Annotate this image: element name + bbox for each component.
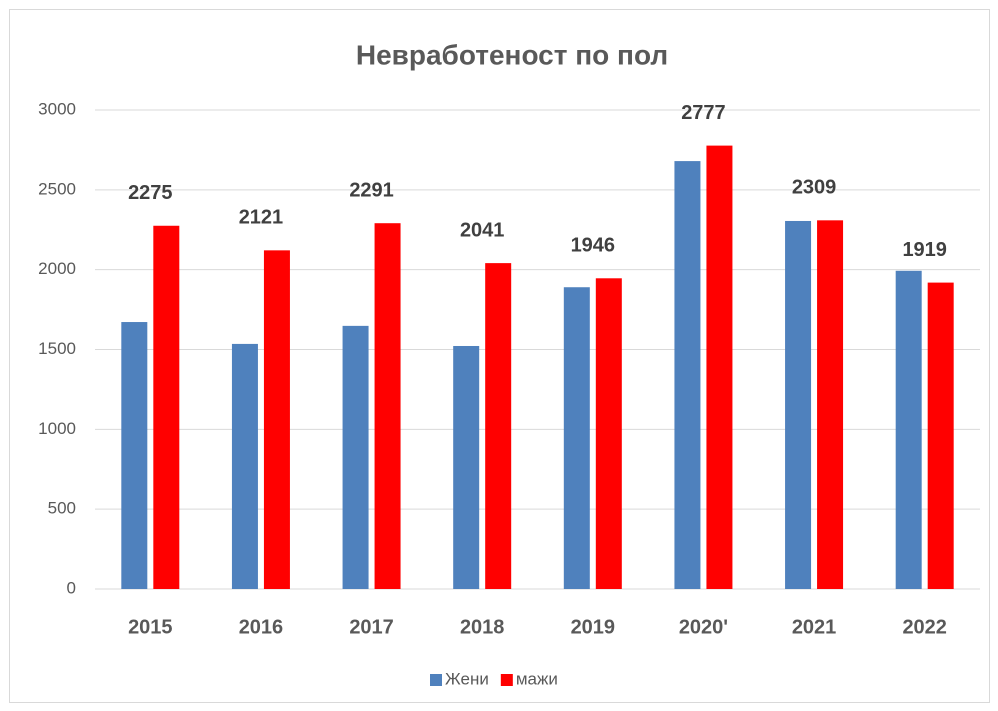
data-label: 2275 (128, 182, 173, 204)
bar (231, 343, 258, 589)
y-tick-label: 3000 (38, 99, 76, 118)
x-tick-label: 2021 (792, 616, 837, 638)
y-tick-label: 500 (48, 499, 76, 518)
bar (927, 282, 954, 589)
bar (595, 278, 622, 589)
y-tick-label: 2500 (38, 179, 76, 198)
data-label: 2309 (792, 177, 837, 199)
legend-label: Жени (445, 669, 489, 688)
data-label: 1946 (571, 235, 616, 257)
x-tick-label: 2018 (460, 616, 505, 638)
data-label: 2041 (460, 219, 505, 241)
bar (817, 220, 844, 590)
bar (263, 250, 290, 590)
x-tick-label: 2016 (239, 616, 284, 638)
legend-label: мажи (516, 669, 558, 688)
y-tick-label: 2000 (38, 259, 76, 278)
bar (342, 325, 369, 589)
x-tick-label: 2017 (349, 616, 394, 638)
y-tick-label: 0 (67, 578, 76, 597)
bar (785, 220, 812, 590)
bar (563, 287, 590, 589)
x-tick-label: 2020' (679, 616, 728, 638)
x-tick-label: 2015 (128, 616, 173, 638)
legend-swatch (500, 674, 513, 686)
data-label: 2777 (681, 102, 726, 124)
x-tick-label: 2022 (902, 616, 947, 638)
bar (706, 145, 733, 590)
bar (121, 322, 148, 589)
bar (153, 225, 180, 589)
bar (674, 161, 701, 590)
y-tick-label: 1000 (38, 419, 76, 438)
data-label: 2291 (349, 179, 394, 201)
data-label: 1919 (902, 239, 947, 261)
bar (485, 263, 512, 589)
legend-swatch (430, 674, 442, 686)
data-label: 2121 (239, 207, 284, 229)
bar (453, 345, 480, 589)
chart-title: Невработеност по пол (356, 39, 668, 70)
bar (374, 223, 401, 589)
y-tick-label: 1500 (38, 339, 76, 358)
bar (895, 270, 922, 589)
x-tick-label: 2019 (571, 616, 616, 638)
